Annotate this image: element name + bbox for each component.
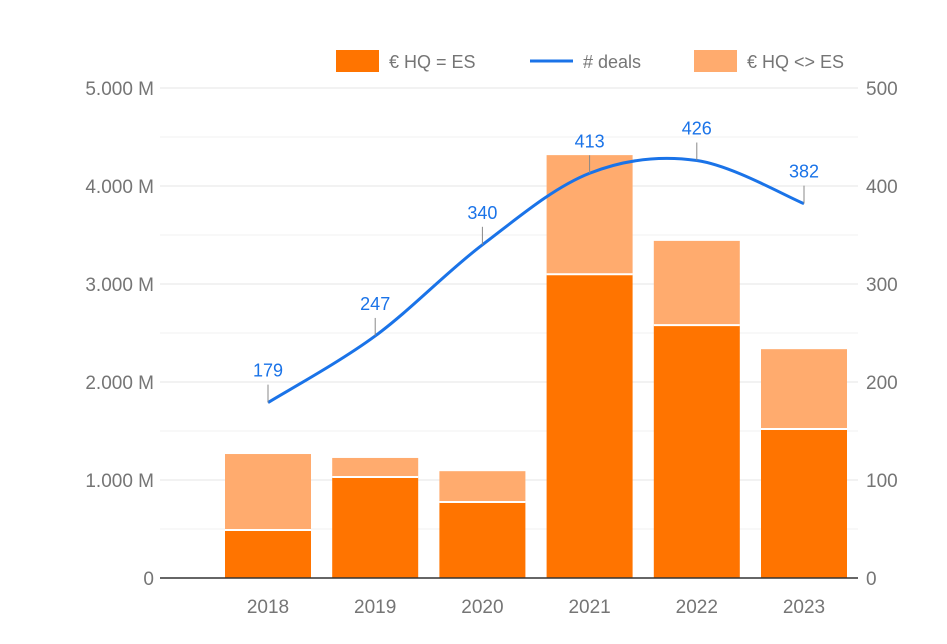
left-axis-tick-label: 2.000 M xyxy=(85,373,154,394)
left-axis-tick-label: 1.000 M xyxy=(85,471,154,492)
bar-hq-eq-es xyxy=(439,502,526,578)
bar-hq-neq-es xyxy=(439,471,526,503)
deals-data-label: 247 xyxy=(360,294,390,314)
right-axis-tick-label: 500 xyxy=(866,79,898,100)
deals-line xyxy=(267,156,805,404)
right-axis-tick-label: 100 xyxy=(866,471,898,492)
deals-data-label: 382 xyxy=(789,162,819,182)
left-axis-tick-label: 5.000 M xyxy=(85,79,154,100)
x-axis-tick-label: 2019 xyxy=(354,597,396,618)
bar-hq-eq-es xyxy=(225,529,311,578)
bar-hq-neq-es xyxy=(332,457,419,478)
bar-hq-neq-es xyxy=(225,454,311,530)
x-axis-tick-label: 2022 xyxy=(676,597,718,618)
right-axis-tick-label: 300 xyxy=(866,275,898,296)
bar-hq-eq-es xyxy=(653,325,740,578)
bar-hq-eq-es xyxy=(761,429,847,578)
legend-label: # deals xyxy=(583,52,641,72)
deals-data-label: 413 xyxy=(575,131,605,151)
left-axis-tick-label: 4.000 M xyxy=(85,177,154,198)
right-axis-tick-label: 200 xyxy=(866,373,898,394)
bar-hq-neq-es xyxy=(546,155,633,275)
x-axis-tick-label: 2020 xyxy=(461,597,503,618)
deals-data-label: 340 xyxy=(467,203,497,223)
left-axis-tick-label: 0 xyxy=(143,569,154,590)
legend-label: € HQ <> ES xyxy=(747,52,844,72)
bar-hq-neq-es xyxy=(761,349,847,430)
bar-hq-eq-es xyxy=(546,274,633,578)
bar-hq-eq-es xyxy=(332,477,419,578)
legend-swatch xyxy=(694,50,737,72)
x-axis-tick-label: 2023 xyxy=(783,597,825,618)
right-axis-tick-label: 0 xyxy=(866,569,877,590)
bar-hq-neq-es xyxy=(653,240,740,326)
x-axis-tick-label: 2018 xyxy=(247,597,289,618)
deals-data-label: 426 xyxy=(682,119,712,139)
legend-label: € HQ = ES xyxy=(389,52,476,72)
deals-data-label: 179 xyxy=(253,361,283,381)
right-axis-tick-label: 400 xyxy=(866,177,898,198)
left-axis-tick-label: 3.000 M xyxy=(85,275,154,296)
legend-swatch xyxy=(336,50,379,72)
x-axis-tick-label: 2021 xyxy=(568,597,610,618)
